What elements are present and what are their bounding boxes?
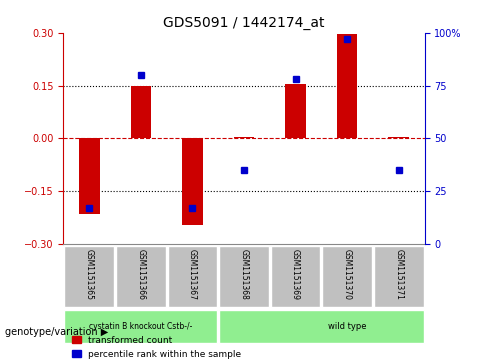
Bar <box>285 84 306 139</box>
FancyBboxPatch shape <box>219 246 269 306</box>
FancyBboxPatch shape <box>168 246 217 306</box>
Text: genotype/variation ▶: genotype/variation ▶ <box>5 327 108 337</box>
FancyBboxPatch shape <box>323 246 372 306</box>
FancyBboxPatch shape <box>374 246 424 306</box>
Text: GSM1151371: GSM1151371 <box>394 249 403 300</box>
Text: GSM1151366: GSM1151366 <box>136 249 145 301</box>
FancyBboxPatch shape <box>219 310 424 343</box>
Text: wild type: wild type <box>328 322 366 331</box>
Text: GSM1151365: GSM1151365 <box>85 249 94 301</box>
Legend: transformed count, percentile rank within the sample: transformed count, percentile rank withi… <box>68 333 244 362</box>
Bar <box>337 34 358 139</box>
Bar <box>182 139 203 225</box>
FancyBboxPatch shape <box>116 246 165 306</box>
Text: GSM1151368: GSM1151368 <box>240 249 248 300</box>
FancyBboxPatch shape <box>271 246 320 306</box>
Bar <box>388 137 409 139</box>
Bar <box>234 137 254 139</box>
Text: GSM1151370: GSM1151370 <box>343 249 352 301</box>
Text: cystatin B knockout Cstb-/-: cystatin B knockout Cstb-/- <box>89 322 192 331</box>
Text: GSM1151369: GSM1151369 <box>291 249 300 301</box>
Bar <box>79 139 100 214</box>
FancyBboxPatch shape <box>64 310 217 343</box>
FancyBboxPatch shape <box>64 246 114 306</box>
Bar <box>130 86 151 139</box>
Text: GSM1151367: GSM1151367 <box>188 249 197 301</box>
Title: GDS5091 / 1442174_at: GDS5091 / 1442174_at <box>163 16 325 30</box>
